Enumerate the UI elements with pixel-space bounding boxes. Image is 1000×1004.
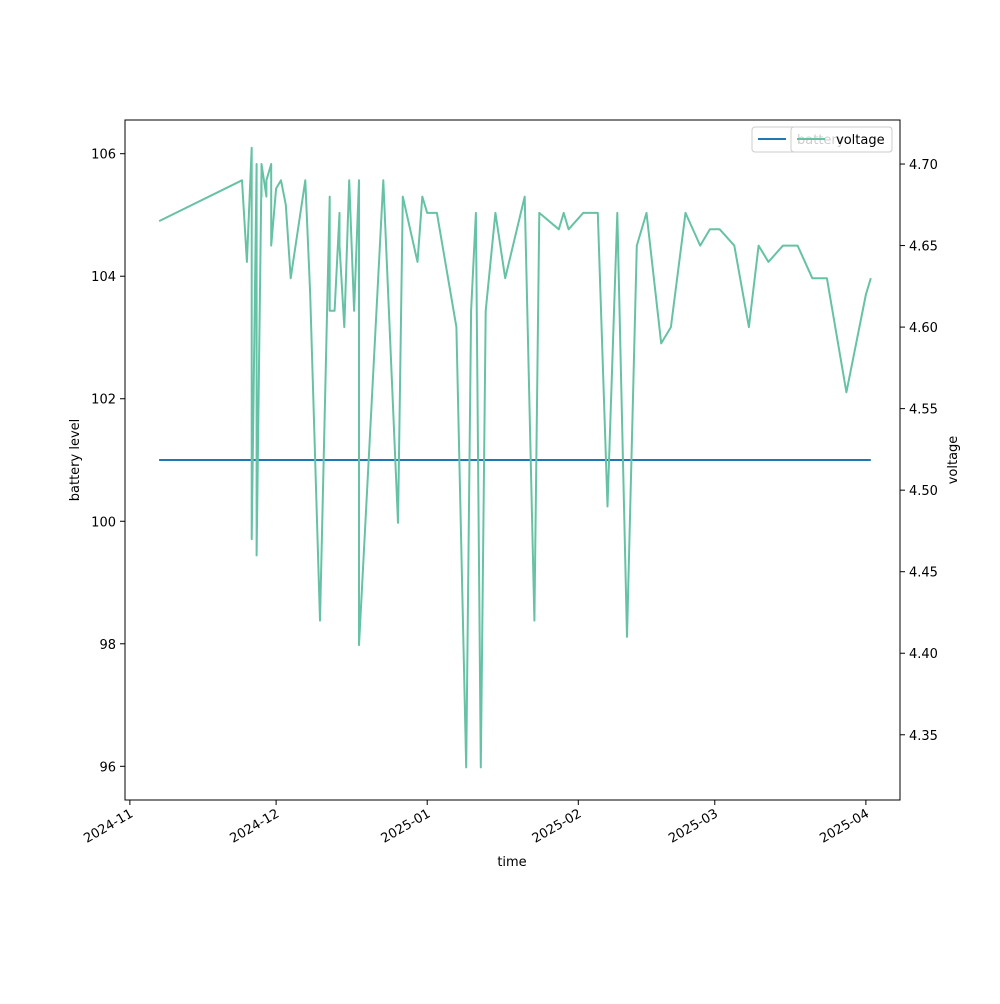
y-right-axis: 4.35 4.40 4.45 4.50 4.55 4.60 4.65 4.70 bbox=[900, 158, 938, 744]
y-left-axis: 96 98 100 102 104 106 bbox=[91, 148, 125, 775]
y-right-tick-label: 4.65 bbox=[909, 240, 938, 255]
y-left-tick-label: 102 bbox=[91, 393, 116, 408]
series-layer bbox=[158, 146, 872, 769]
series-line-voltage bbox=[158, 146, 872, 769]
plot-frame bbox=[124, 119, 901, 801]
y-right-tick-label: 4.35 bbox=[909, 729, 938, 744]
y-right-tick-label: 4.40 bbox=[909, 647, 938, 662]
y-left-tick-label: 104 bbox=[91, 270, 116, 285]
y-right-tick-label: 4.70 bbox=[909, 158, 938, 173]
x-axis-label: time bbox=[497, 855, 526, 870]
y-right-tick-label: 4.60 bbox=[909, 321, 938, 336]
legend-layer: batteryvoltage bbox=[751, 126, 893, 153]
legend-box-voltage bbox=[790, 126, 893, 153]
y-right-tick-label: 4.45 bbox=[909, 566, 938, 581]
y-left-tick-label: 100 bbox=[91, 515, 116, 530]
y-left-tick-label: 106 bbox=[91, 148, 116, 163]
y-right-tick-label: 4.50 bbox=[909, 484, 938, 499]
legend-label-voltage: voltage bbox=[836, 133, 885, 148]
y-right-axis-label: voltage bbox=[946, 436, 961, 485]
y-left-axis-label: battery level bbox=[68, 419, 83, 502]
y-left-tick-label: 96 bbox=[99, 760, 116, 775]
y-right-tick-label: 4.55 bbox=[909, 403, 938, 418]
y-left-tick-label: 98 bbox=[99, 638, 116, 653]
